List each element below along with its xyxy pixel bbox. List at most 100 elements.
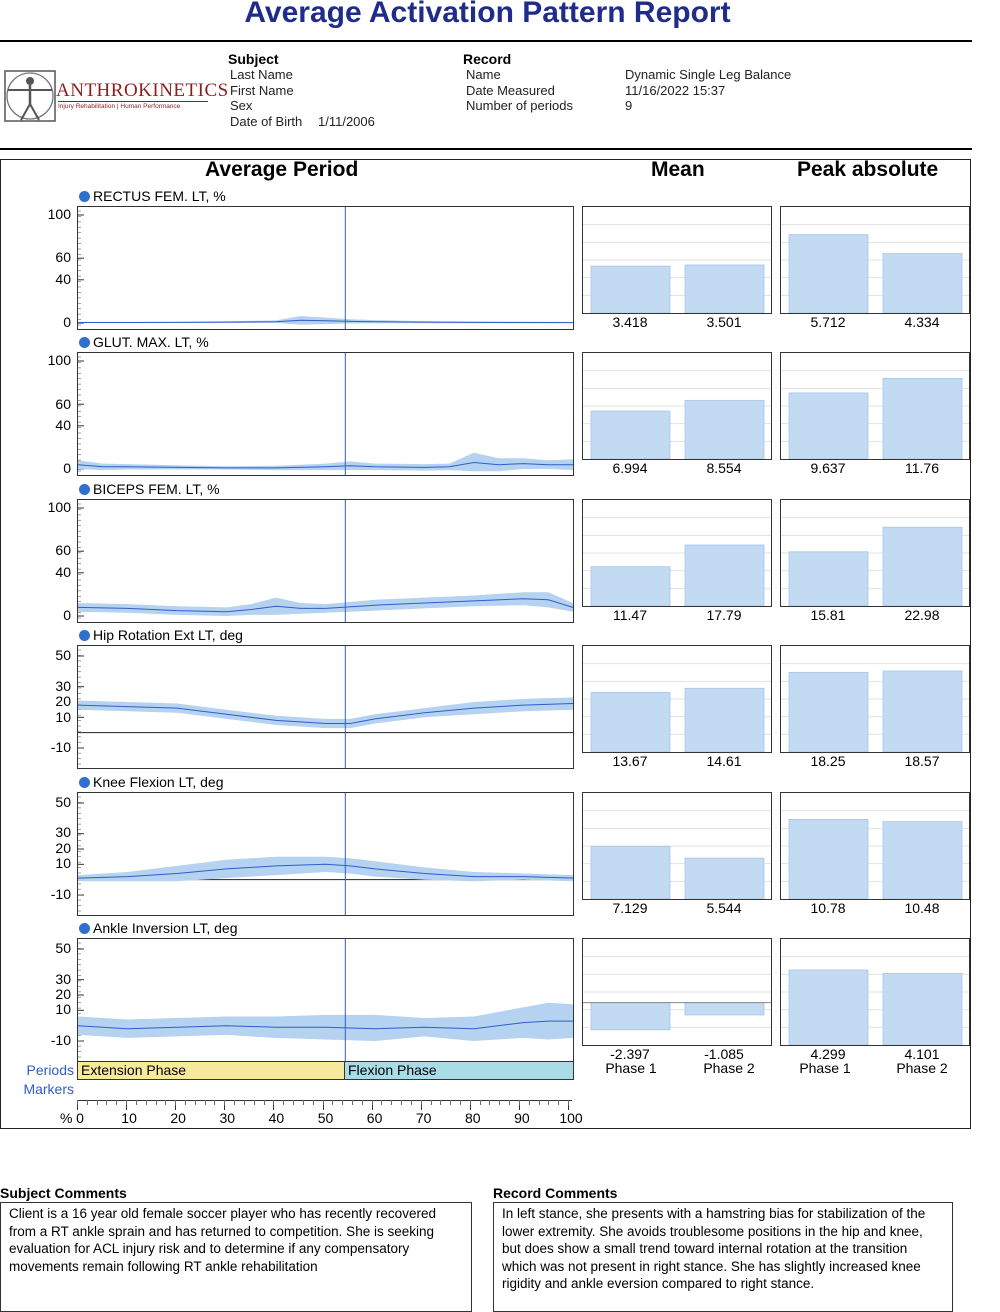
mean-value-label: 8.554 (706, 460, 742, 477)
x-minor-tick (440, 1100, 442, 1105)
peak-bar (788, 392, 869, 460)
x-minor-tick (450, 1100, 452, 1105)
x-tick-label: 20 (170, 1110, 186, 1126)
average-period-heading: Average Period (205, 158, 359, 181)
periods-count-value: 9 (625, 98, 633, 113)
channel-dot-icon (79, 191, 90, 202)
record-labels: Name Date Measured Number of periods (466, 67, 573, 114)
average-period-plot (77, 791, 574, 916)
mean-bar (590, 411, 671, 460)
x-tick-label: 30 (219, 1110, 236, 1126)
record-heading: Record (463, 51, 512, 67)
y-tick-label: 100 (47, 498, 71, 515)
average-period-plot (77, 498, 574, 623)
vitruvian-logo-icon (4, 70, 56, 122)
x-tick-label: 0 (76, 1110, 84, 1126)
peak-bars-svg (781, 224, 969, 314)
x-minor-tick (430, 1100, 432, 1105)
peak-bar (788, 234, 869, 314)
x-minor-tick (322, 1100, 324, 1105)
x-tick-mark (77, 1100, 78, 1110)
mean-curve (77, 703, 574, 725)
peak-value-label: 4.299 (810, 1046, 846, 1062)
sd-band (78, 697, 573, 729)
mean-curve (78, 319, 574, 324)
mean-bar (590, 1002, 671, 1031)
mean-bars-svg (583, 663, 771, 753)
x-minor-tick (401, 1100, 403, 1105)
y-tick-label: 10 (55, 854, 71, 871)
peak-bar (882, 973, 963, 1046)
channel-title: BICEPS FEM. LT, % (79, 481, 220, 497)
sd-band (78, 591, 573, 616)
x-minor-tick (479, 1100, 481, 1105)
peak-bars-svg (781, 663, 969, 753)
mean-curve (77, 462, 573, 469)
peak-bar-box (780, 938, 970, 1046)
waveform-svg (77, 939, 573, 1061)
logo-rule (58, 101, 208, 102)
mean-bar (684, 857, 765, 899)
y-tick-label: 20 (55, 986, 71, 1002)
peak-value-label: 10.48 (904, 899, 940, 916)
x-minor-tick (469, 1100, 471, 1105)
x-minor-tick (518, 1100, 520, 1105)
x-minor-tick (509, 1100, 511, 1105)
y-tick-label: 60 (55, 395, 71, 412)
sd-band (78, 453, 573, 472)
x-tick-mark (568, 1100, 569, 1110)
peak-phase1-label: Phase 1 (799, 1060, 851, 1076)
x-tick-mark (518, 1100, 520, 1110)
x-tick-label: 100 (559, 1110, 583, 1126)
peak-bar-box (780, 645, 970, 754)
x-minor-tick (155, 1100, 157, 1105)
title-rule (0, 40, 972, 42)
x-minor-tick (332, 1100, 334, 1105)
x-minor-tick (165, 1100, 167, 1105)
peak-bar (788, 969, 869, 1046)
x-minor-tick (273, 1100, 275, 1105)
x-minor-tick (351, 1100, 353, 1105)
y-tick-label: 0 (63, 460, 71, 477)
peak-bars-svg (781, 956, 969, 1046)
peak-bar-box (780, 791, 970, 900)
header-rule (0, 148, 972, 150)
peak-value-label: 18.25 (810, 753, 846, 770)
mean-bar (590, 692, 671, 753)
x-minor-tick (86, 1100, 88, 1105)
y-tick-label: 40 (55, 270, 71, 287)
x-minor-tick (548, 1100, 550, 1105)
percent-axis-label: % (60, 1110, 73, 1126)
markers-label: Markers (23, 1081, 74, 1097)
x-tick-label: 70 (415, 1110, 432, 1126)
x-tick-mark (224, 1100, 226, 1110)
y-tick-label: 10 (55, 708, 71, 725)
report-title: Average Activation Pattern Report (244, 0, 731, 29)
periods-label: Periods (26, 1062, 74, 1078)
mean-bar-box (582, 791, 772, 900)
channel-name: Ankle Inversion LT, deg (93, 920, 238, 936)
peak-bar (882, 670, 963, 753)
channel-dot-icon (79, 923, 90, 934)
peak-bars-svg (781, 370, 969, 460)
record-name-label: Name (466, 67, 501, 82)
peak-bar (788, 818, 869, 899)
x-minor-tick (489, 1100, 491, 1105)
y-tick-label: 20 (55, 693, 71, 710)
y-tick-label: -10 (50, 739, 71, 756)
record-name-value: Dynamic Single Leg Balance (625, 67, 792, 82)
x-minor-tick (194, 1100, 196, 1105)
mean-bar (684, 688, 765, 753)
x-minor-tick (538, 1100, 540, 1105)
x-minor-tick (499, 1100, 501, 1105)
mean-value-label: -1.085 (704, 1046, 744, 1062)
y-tick-label: 60 (55, 542, 71, 558)
peak-bar (882, 253, 963, 314)
peak-bar (788, 551, 869, 607)
mean-value-label: 7.129 (612, 899, 648, 916)
peak-value-label: 11.76 (905, 460, 939, 477)
x-minor-tick (568, 1100, 569, 1105)
date-measured-value: 11/16/2022 15:37 (625, 82, 726, 98)
mean-value-label: 13.67 (612, 753, 648, 770)
peak-bar (882, 526, 963, 607)
